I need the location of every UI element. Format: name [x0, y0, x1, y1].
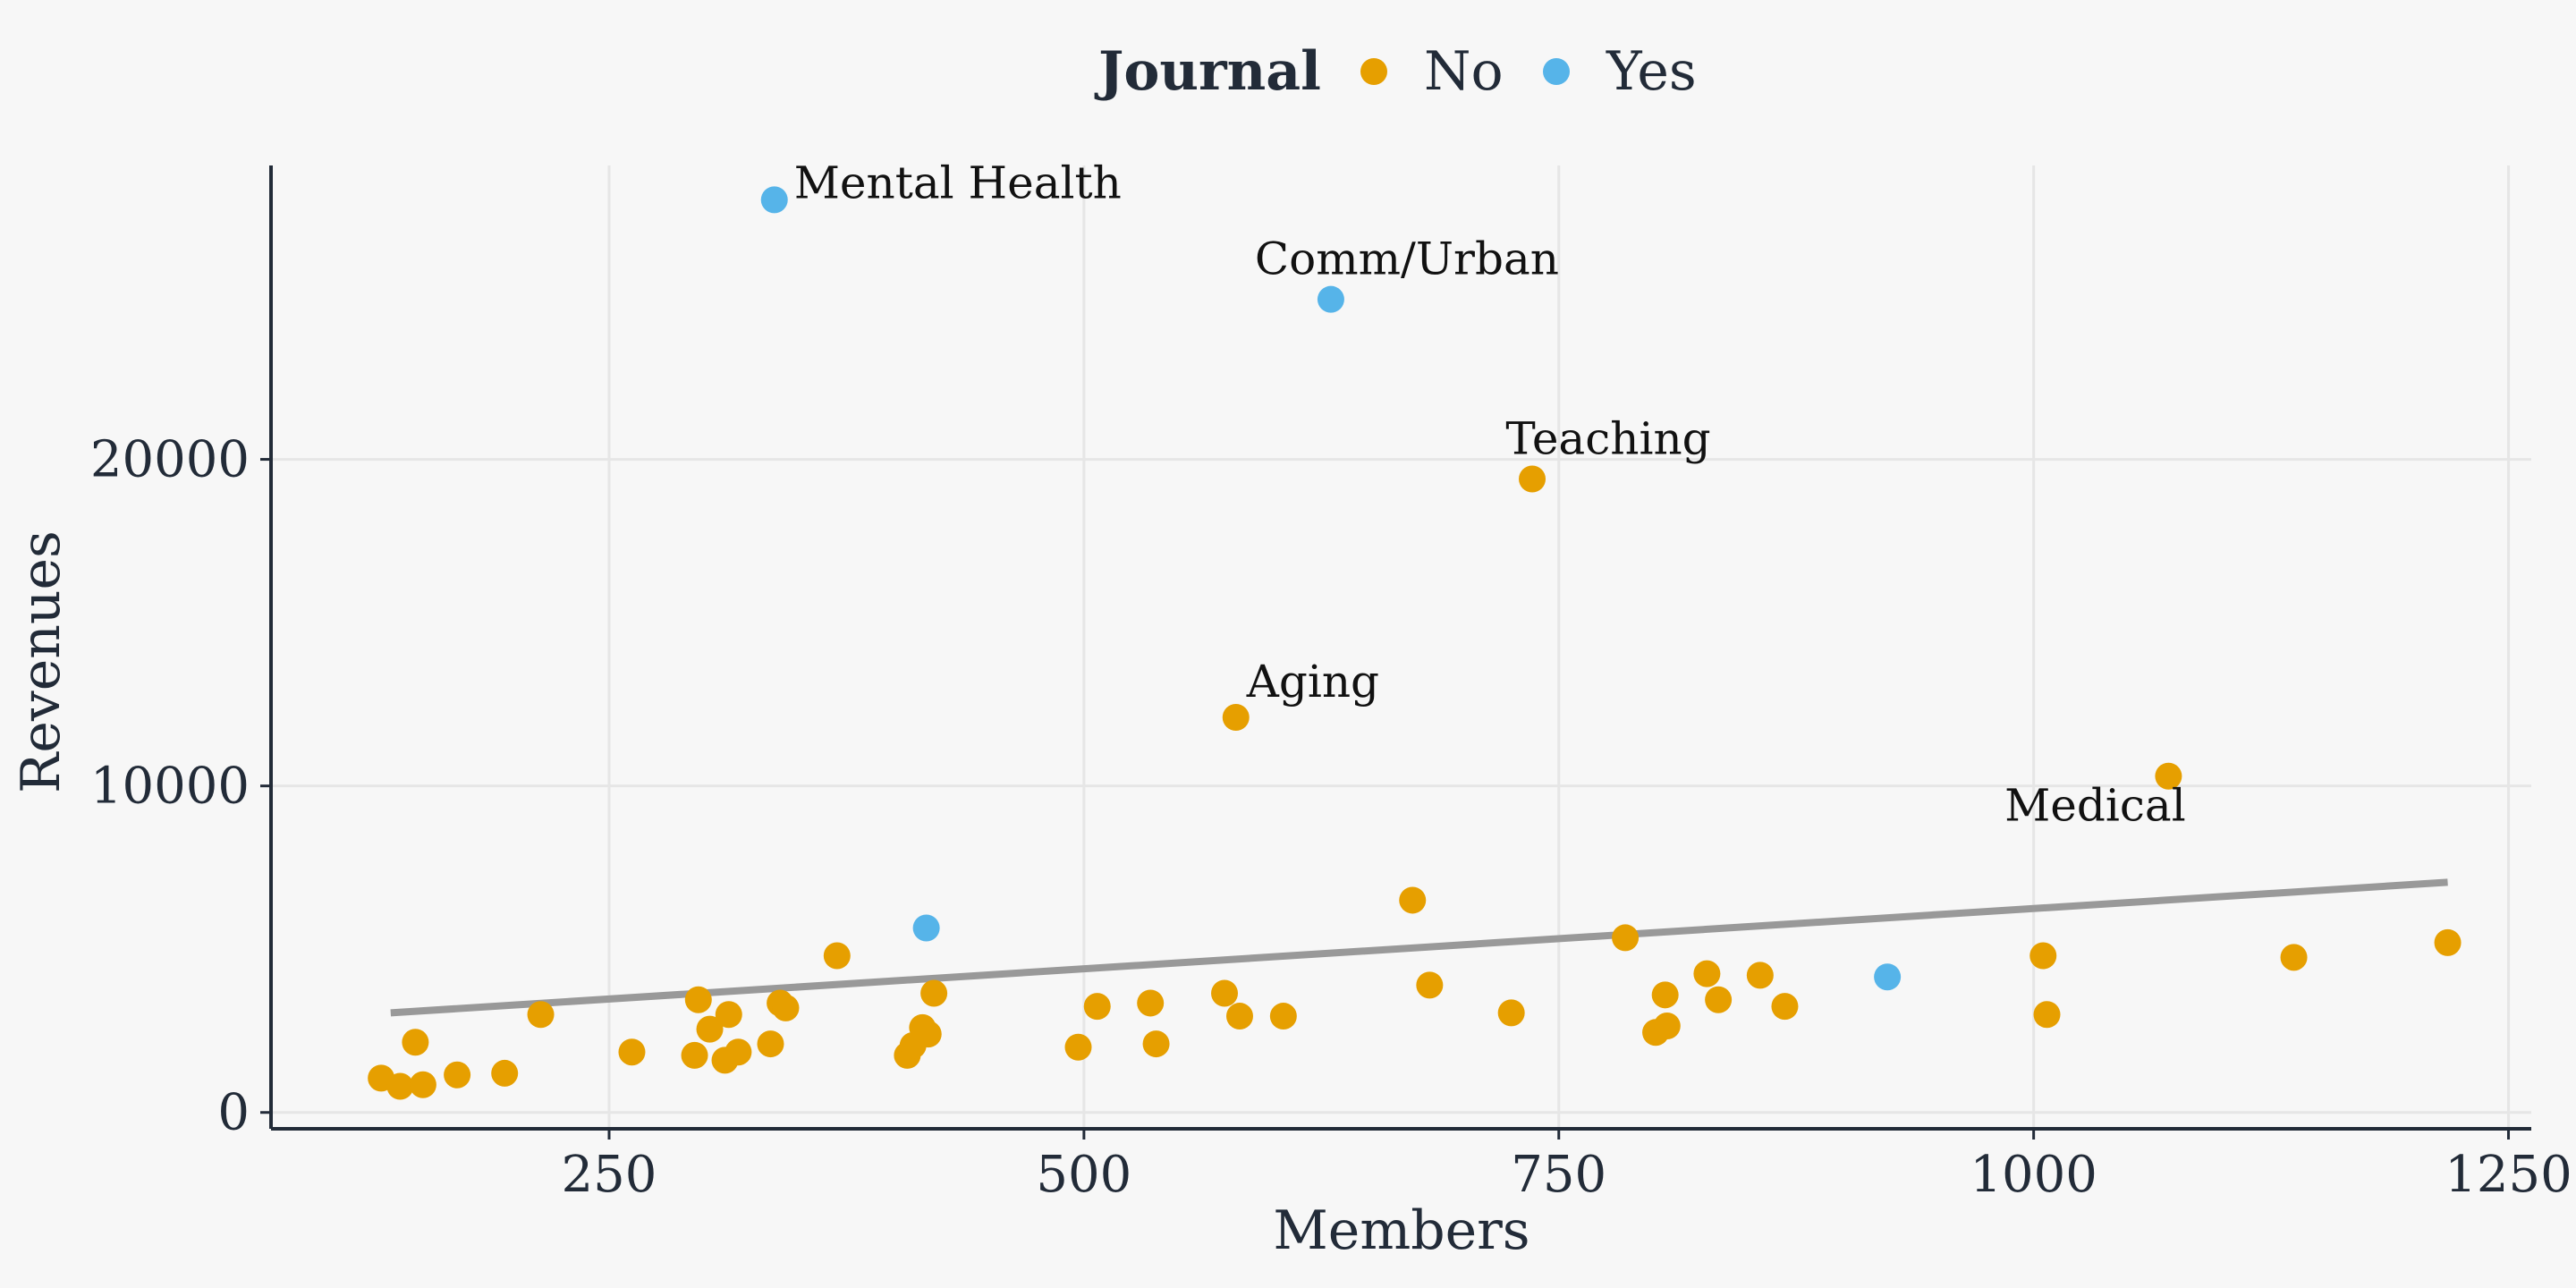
- data-point-no: [1142, 1030, 1170, 1058]
- data-point-no: [1693, 960, 1721, 987]
- data-point-no: [724, 1038, 752, 1066]
- data-point-no: [1519, 465, 1546, 493]
- data-point-no: [684, 986, 712, 1013]
- legend: Journal No Yes: [1094, 40, 1697, 103]
- y-axis-title: Revenues: [10, 530, 72, 793]
- data-point-no: [2155, 762, 2182, 790]
- data-point-no: [1399, 886, 1427, 914]
- grid: [271, 165, 2531, 1129]
- x-tick-label: 1250: [2445, 1146, 2572, 1204]
- data-point-yes: [760, 186, 788, 214]
- y-tick-label: 20000: [90, 431, 250, 489]
- data-point-no: [618, 1038, 646, 1066]
- data-point-yes: [1317, 285, 1344, 313]
- data-point-no: [696, 1015, 724, 1043]
- y-tick-label: 0: [217, 1084, 250, 1142]
- x-tick-label: 500: [1036, 1146, 1131, 1204]
- data-point-no: [1137, 989, 1165, 1017]
- point-annotation: Teaching: [1505, 412, 1710, 464]
- data-point-no: [2033, 1001, 2061, 1029]
- axes: 250 500 750 1000 1250 0 10000 20000: [90, 165, 2572, 1204]
- data-point-no: [823, 942, 851, 970]
- data-point-no: [1269, 1003, 1297, 1030]
- data-point-no: [409, 1071, 436, 1098]
- legend-label-no: No: [1424, 40, 1504, 103]
- data-point-no: [681, 1041, 708, 1069]
- point-annotation: Comm/Urban: [1255, 233, 1559, 285]
- trend-line: [390, 878, 2448, 1017]
- data-point-no: [402, 1029, 429, 1056]
- data-point-no: [1497, 999, 1525, 1027]
- data-point-no: [1083, 993, 1111, 1021]
- data-point-no: [1064, 1033, 1092, 1061]
- data-point-no: [1222, 703, 1250, 731]
- data-point-no: [527, 1001, 555, 1029]
- data-point-no: [2280, 944, 2308, 971]
- data-point-no: [914, 1021, 942, 1048]
- data-point-no: [920, 979, 948, 1007]
- x-axis-title: Members: [1273, 1199, 1530, 1262]
- legend-swatch-yes: [1543, 58, 1570, 85]
- data-point-no: [2434, 928, 2462, 956]
- data-point-no: [444, 1061, 471, 1089]
- trend-line-group: [390, 878, 2448, 1017]
- data-point-no: [491, 1059, 519, 1087]
- data-point-no: [1211, 979, 1239, 1007]
- data-point-no: [1705, 986, 1733, 1013]
- data-point-no: [1746, 962, 1774, 989]
- y-tick-label: 10000: [90, 758, 250, 816]
- legend-swatch-no: [1360, 58, 1387, 85]
- x-tick-label: 250: [562, 1146, 657, 1204]
- data-point-no: [1226, 1003, 1253, 1030]
- points: [368, 186, 2462, 1100]
- legend-label-yes: Yes: [1606, 40, 1697, 103]
- data-point-no: [1653, 1012, 1681, 1039]
- annotations: Mental Health Comm/Urban Teaching Aging Medi…: [794, 157, 2186, 831]
- x-tick-label: 1000: [1970, 1146, 2097, 1204]
- data-point-yes: [1874, 963, 1902, 991]
- data-point-no: [715, 1001, 742, 1029]
- point-annotation: Mental Health: [794, 157, 1122, 208]
- data-point-no: [757, 1030, 784, 1058]
- point-annotation: Medical: [2004, 780, 2186, 832]
- data-point-no: [1771, 993, 1799, 1021]
- data-point-no: [1651, 981, 1679, 1009]
- data-point-yes: [912, 914, 940, 942]
- data-point-no: [772, 994, 800, 1021]
- data-point-no: [2029, 942, 2057, 970]
- data-point-no: [386, 1072, 414, 1100]
- data-point-no: [1416, 971, 1444, 999]
- legend-title: Journal: [1094, 40, 1321, 103]
- point-annotation: Aging: [1246, 656, 1379, 708]
- data-point-no: [1612, 924, 1640, 952]
- x-tick-label: 750: [1511, 1146, 1606, 1204]
